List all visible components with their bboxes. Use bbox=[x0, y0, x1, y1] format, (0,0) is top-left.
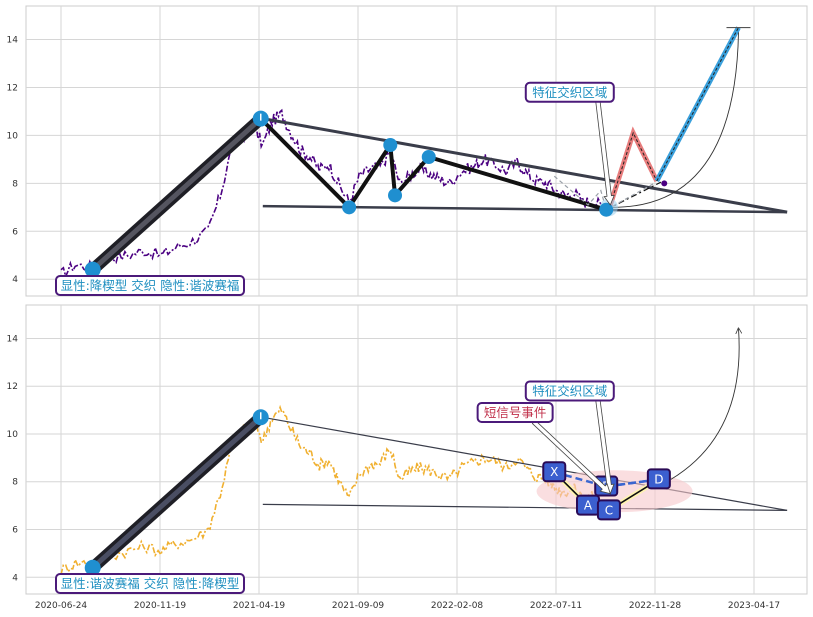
pivot-marker bbox=[84, 261, 101, 278]
projection-end-dot bbox=[661, 180, 668, 187]
annotation-box bbox=[524, 81, 615, 103]
harmonic-point-label-a: A bbox=[584, 499, 593, 513]
price-series-line bbox=[60, 404, 603, 575]
upper-trend-line bbox=[262, 117, 788, 214]
price-series-line bbox=[60, 108, 604, 279]
x-tick-label: 2022-11-28 bbox=[629, 601, 682, 611]
x-tick-label: 2021-09-09 bbox=[332, 601, 385, 611]
x-tick-label: 2021-04-19 bbox=[233, 601, 286, 611]
projection-blue-leg-core bbox=[656, 27, 739, 182]
pivot-marker bbox=[388, 188, 403, 203]
x-tick-label: 2020-06-24 bbox=[35, 601, 88, 611]
y-tick-label: 10 bbox=[7, 430, 19, 440]
annotation-label: 短信号事件 bbox=[484, 405, 547, 420]
annotation-label: 特征交织区域 bbox=[532, 85, 607, 100]
annotation-box bbox=[476, 401, 554, 423]
y-tick-label: 10 bbox=[7, 131, 19, 141]
pattern-label: 显性:谐波赛福 交织 隐性:降楔型 bbox=[61, 576, 240, 591]
pivot-marker bbox=[421, 149, 436, 164]
y-tick-label: 14 bbox=[7, 36, 19, 46]
harmonic-point-label-x: X bbox=[550, 465, 558, 479]
harmonic-point-box-x bbox=[542, 461, 567, 483]
mini-harmonic-sketch bbox=[553, 175, 655, 211]
x-tick-label: 2023-04-17 bbox=[728, 601, 780, 611]
upper-trend-line bbox=[262, 416, 788, 511]
impulse-leg bbox=[90, 414, 264, 571]
annotation-pointer bbox=[595, 101, 615, 206]
lower-trend-line bbox=[262, 503, 788, 511]
annotation-pointer bbox=[531, 419, 611, 495]
pattern-label: 显性:降楔型 交织 隐性:谐波赛福 bbox=[61, 278, 240, 293]
y-tick-label: 4 bbox=[12, 573, 18, 583]
wedge-zigzag bbox=[259, 117, 607, 212]
y-tick-label: 8 bbox=[12, 478, 18, 488]
impulse-leg bbox=[90, 116, 264, 273]
y-tick-label: 4 bbox=[12, 275, 18, 285]
y-tick-label: 8 bbox=[12, 179, 18, 189]
pivot-marker bbox=[383, 138, 398, 153]
x-tick-label: 2020-11-19 bbox=[134, 601, 187, 611]
harmonic-point-label-d: D bbox=[654, 472, 663, 486]
pivot-marker bbox=[342, 200, 357, 215]
plot-frame bbox=[25, 304, 808, 595]
pivot-marker bbox=[84, 559, 101, 576]
y-tick-label: 6 bbox=[12, 227, 18, 237]
y-tick-label: 12 bbox=[7, 382, 18, 392]
y-tick-label: 12 bbox=[7, 83, 18, 93]
harmonic-point-box-d bbox=[646, 468, 671, 490]
projection-curve bbox=[612, 32, 739, 208]
x-axis: 2020-06-24 2020-11-19 2021-04-19 2021-09-09… bbox=[35, 601, 780, 611]
x-tick-label: 2022-07-11 bbox=[530, 601, 582, 611]
x-tick-label: 2022-02-08 bbox=[431, 601, 484, 611]
y-tick-label: 6 bbox=[12, 526, 18, 536]
annotation-box bbox=[524, 380, 615, 402]
bottom-panel: 468101214XABCD特征交织区域短信号事件显性:谐波赛福 交织 隐性:降… bbox=[7, 304, 808, 595]
pivot-marker bbox=[599, 202, 614, 217]
harmonic-point-box-c bbox=[596, 499, 621, 521]
pattern-label-box bbox=[55, 275, 245, 296]
projection-red-leg-core bbox=[609, 131, 658, 208]
pattern-label-box bbox=[55, 573, 245, 594]
harmonic-target-arrow bbox=[670, 329, 739, 480]
annotation-label: 特征交织区域 bbox=[532, 383, 607, 398]
plot-frame bbox=[25, 5, 808, 297]
harmonic-point-label-c: C bbox=[605, 503, 613, 517]
y-tick-label: 14 bbox=[7, 334, 19, 344]
